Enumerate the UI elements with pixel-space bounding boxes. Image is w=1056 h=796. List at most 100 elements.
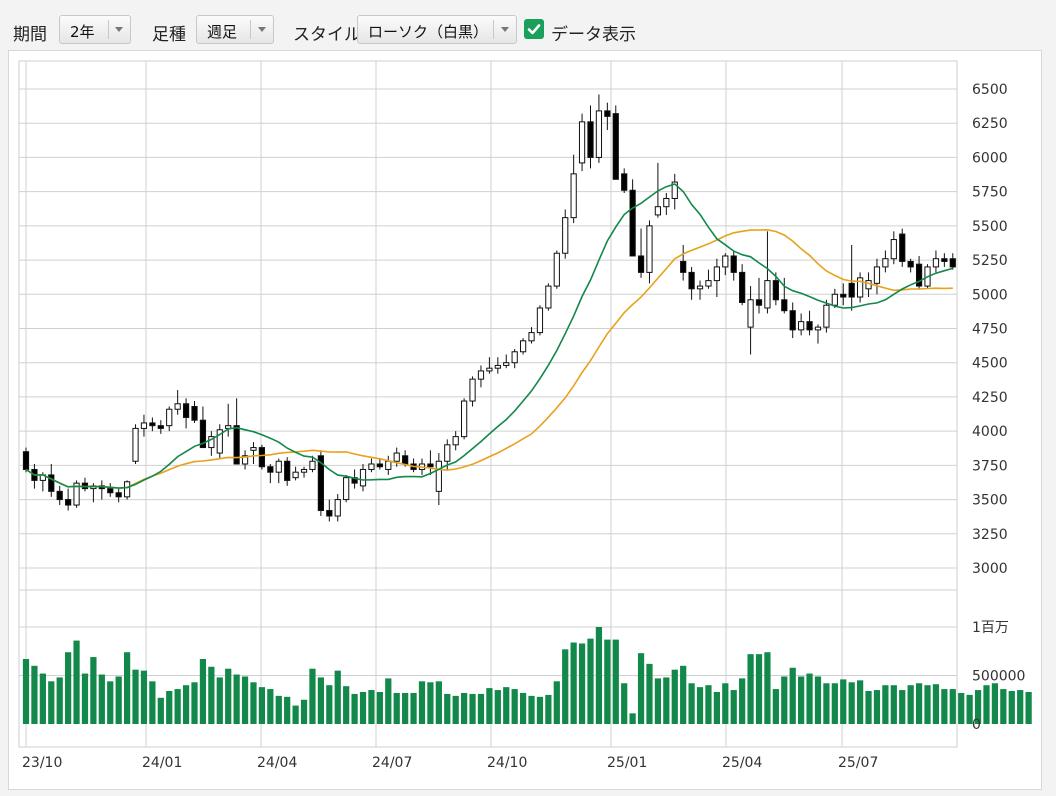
volume-bar [402,692,409,724]
x-tick-label: 24/04 [257,755,297,771]
price-tick-label: 4750 [972,322,1008,338]
candle-body [486,367,493,372]
volume-bar [435,681,442,724]
candle-body [873,266,881,284]
candle-body [764,280,771,309]
candle-body [747,299,754,328]
volume-bar [258,687,266,724]
candle-body [402,455,409,465]
candle-body [612,113,619,180]
volume-bar [317,677,324,724]
volume-bar [65,652,72,724]
candle-body [22,451,30,470]
volume-bar [806,673,813,724]
volume-bar [1025,691,1032,724]
volume-bar [166,691,173,724]
volume-bar [781,676,788,724]
volume-bar [739,678,746,724]
volume-bar [250,682,257,724]
grid [18,60,958,748]
volume-bar [444,693,451,724]
volume-bar [182,685,190,724]
volume-bar [469,693,476,724]
candle-body [284,460,291,481]
volume-bar [292,705,299,724]
candle-body [73,482,80,506]
volume-bar [528,695,535,724]
candle-body [814,326,822,331]
candle-body [368,463,375,470]
data-display-checkbox[interactable] [524,19,544,39]
candle-body [275,460,282,473]
candle-body [258,447,266,468]
volume-bar [899,690,906,724]
candle-body [469,378,476,402]
candle-body [587,121,594,158]
price-tick-label: 4000 [972,424,1008,440]
volume-bars [22,627,1032,724]
volume-bar [814,676,822,724]
price-tick-label: 4500 [972,356,1008,372]
candle-body [899,233,906,262]
period-select[interactable]: 2年 [59,15,131,44]
volume-bar [107,681,114,724]
candle-body [949,258,956,268]
volume-bar [865,691,872,724]
volume-bar [359,691,367,724]
candle-body [267,466,274,473]
price-tick-label: 5750 [972,185,1008,201]
volume-bar [907,685,914,724]
candle-body [393,452,400,462]
volume-bar [149,681,156,724]
candle-body [326,510,333,517]
volume-tick-label: 1百万 [972,620,1009,636]
candle-body [300,468,308,473]
price-tick-label: 5500 [972,219,1008,235]
candle-body [149,422,156,427]
interval-select-value: 週足 [207,23,238,41]
style-select[interactable]: ローソク（白黒） [357,15,517,44]
volume-bar [48,681,55,724]
price-tick-label: 6000 [972,150,1008,166]
candle-body [359,468,367,487]
candle-body [511,351,518,364]
stock-chart: 6500 6250 6000 5750 5500 5250 5000 4750 4500 4250… [18,60,1032,771]
volume-bar [840,679,847,724]
candle-body [334,499,341,517]
candle-body [646,225,653,273]
volume-bar [73,640,80,724]
volume-bar [562,649,569,724]
volume-bar [696,687,704,724]
volume-bar [890,685,897,724]
volume-bar [646,663,653,724]
volume-bar [604,639,611,724]
candle-body [595,110,603,158]
price-tick-label: 5250 [972,253,1008,269]
volume-bar [132,669,139,724]
candle-body [604,110,611,117]
candle-body [730,255,737,273]
volume-bar [966,694,973,724]
x-tick-label: 24/07 [372,755,412,771]
candle-body [208,436,215,449]
volume-bar [578,643,586,724]
volume-bar [494,690,501,724]
volume-bar [991,683,999,724]
candle-body [157,425,164,429]
volume-bar [705,685,712,724]
candle-body [806,321,813,331]
volume-bar [351,693,358,724]
volume-bar [932,684,940,724]
price-tick-label: 3000 [972,561,1008,577]
volume-bar [208,666,215,724]
volume-bar [98,674,105,724]
volume-bar [570,642,577,724]
interval-select[interactable]: 週足 [196,15,274,44]
candle-body [385,460,392,470]
moving-averages [25,183,954,489]
candle-body [233,425,240,465]
volume-bar [587,638,594,724]
volume-bar [722,683,729,724]
candle-body [739,271,746,303]
period-label: 期間 [13,25,47,45]
